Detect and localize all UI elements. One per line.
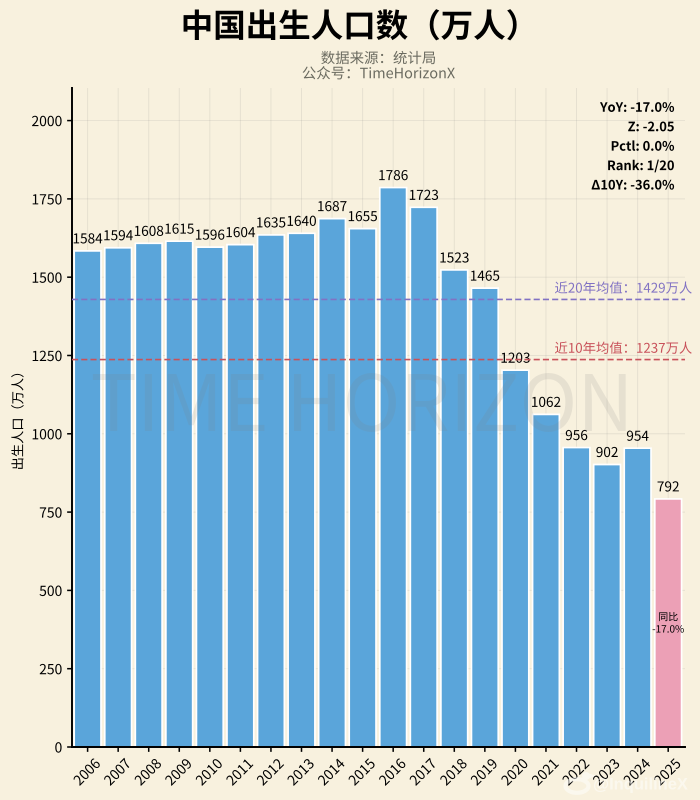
svg-text:@InquilineX: @InquilineX xyxy=(593,776,688,794)
